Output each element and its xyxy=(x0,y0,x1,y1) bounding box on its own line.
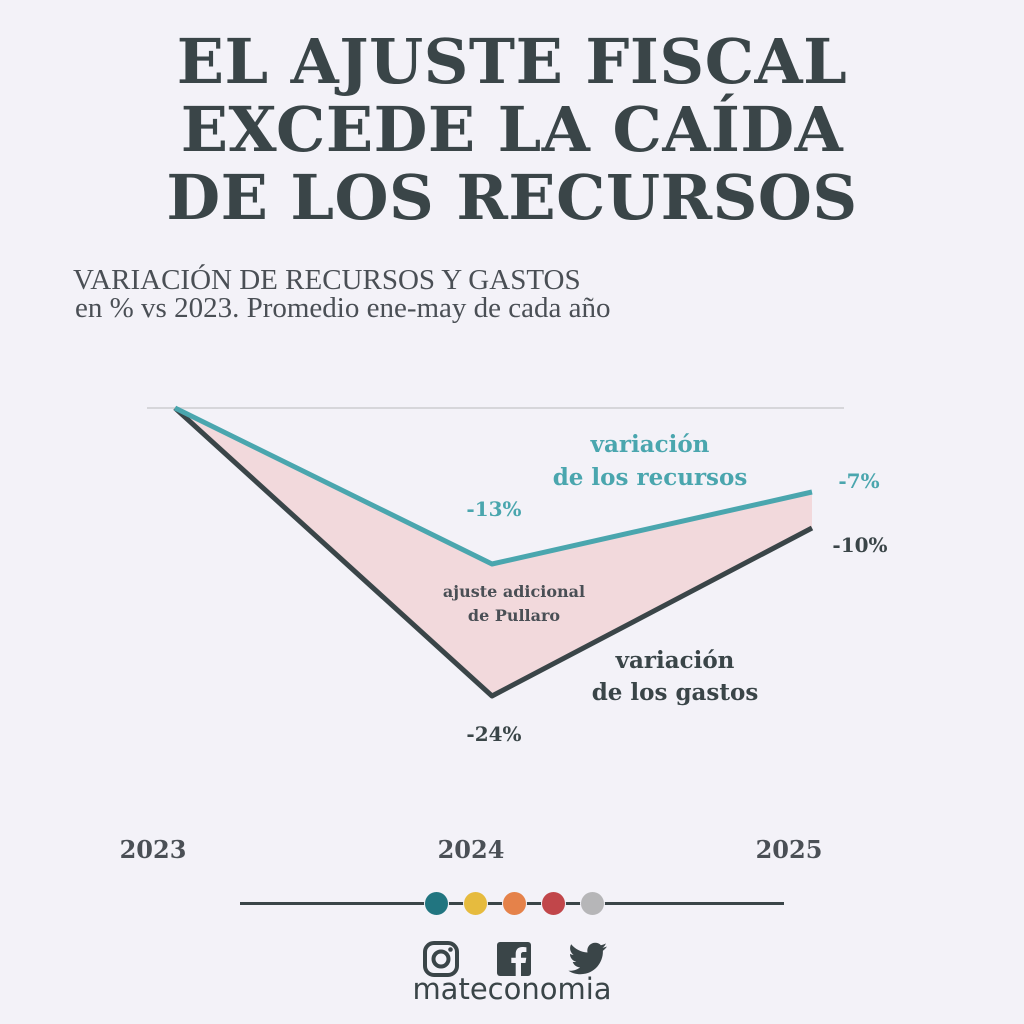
annotation-line-2: de Pullaro xyxy=(468,606,561,625)
color-dot-3 xyxy=(502,891,527,916)
color-dots xyxy=(424,891,605,916)
x-tick-2023: 2023 xyxy=(120,835,187,864)
title-line-3: DE LOS RECURSOS xyxy=(166,161,858,234)
subtitle-line-2: en % vs 2023. Promedio ene-may de cada a… xyxy=(75,292,611,324)
facebook-icon[interactable] xyxy=(496,941,532,977)
social-links xyxy=(422,940,608,978)
x-tick-2025: 2025 xyxy=(756,835,823,864)
color-dot-4 xyxy=(541,891,566,916)
gastos-series-label-1: variación xyxy=(615,647,735,674)
recursos-label-2025: -7% xyxy=(838,469,879,493)
color-dot-2 xyxy=(463,891,488,916)
brand-name: mateconomia xyxy=(412,972,612,1006)
gastos-label-2024: -24% xyxy=(466,722,521,746)
title-line-2: EXCEDE LA CAÍDA xyxy=(180,93,844,166)
twitter-icon[interactable] xyxy=(568,942,608,976)
gastos-label-2025: -10% xyxy=(832,533,887,557)
instagram-icon[interactable] xyxy=(422,940,460,978)
title-line-1: EL AJUSTE FISCAL xyxy=(176,25,848,98)
color-dot-1 xyxy=(424,891,449,916)
chart-title: EL AJUSTE FISCAL EXCEDE LA CAÍDA DE LOS … xyxy=(0,28,1024,232)
x-tick-2024: 2024 xyxy=(438,835,505,864)
recursos-label-2024: -13% xyxy=(466,497,521,521)
line-chart: -13% -7% -24% -10% variación de los recursos v… xyxy=(120,405,888,864)
recursos-series-label-1: variación xyxy=(590,431,710,458)
color-dot-5 xyxy=(580,891,605,916)
annotation-line-1: ajuste adicional xyxy=(443,582,585,601)
recursos-series-label-2: de los recursos xyxy=(553,464,748,491)
adjustment-gap-area xyxy=(175,408,812,696)
subtitle-line-1: VARIACIÓN DE RECURSOS Y GASTOS xyxy=(73,264,581,296)
gastos-series-label-2: de los gastos xyxy=(592,679,759,706)
chart-subtitle: VARIACIÓN DE RECURSOS Y GASTOS en % vs 2… xyxy=(73,264,611,324)
